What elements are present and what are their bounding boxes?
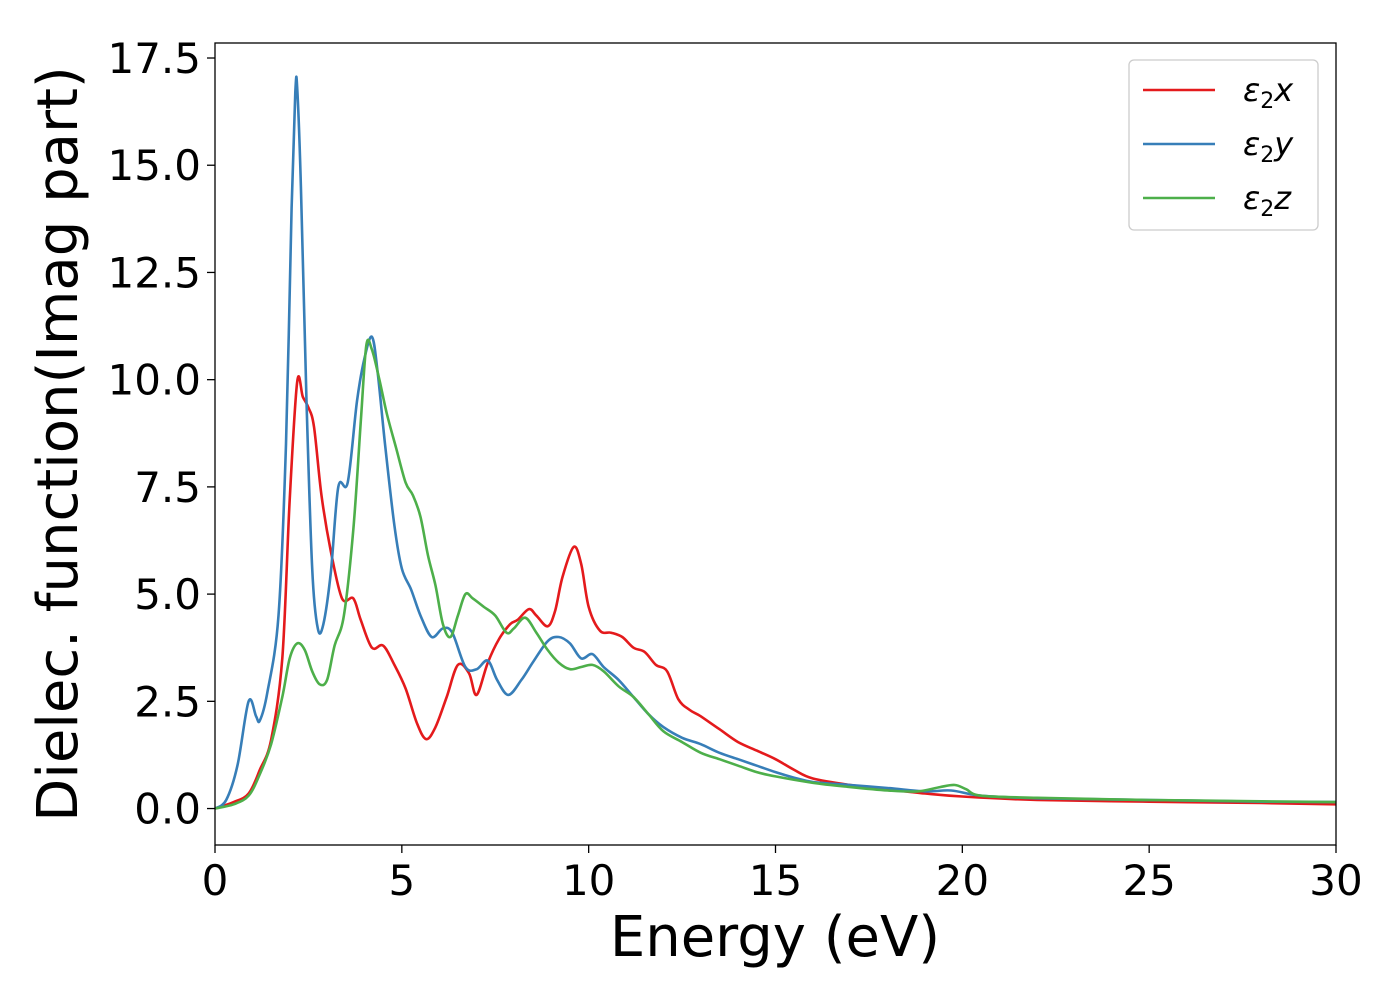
x-tick-label: 15 — [749, 856, 802, 905]
y-tick-label: 17.5 — [107, 34, 201, 83]
legend-label-y: ε2y — [1243, 125, 1294, 168]
x-tick-label: 25 — [1122, 856, 1175, 905]
x-axis-label: Energy (eV) — [610, 905, 940, 970]
series-layer — [214, 75, 1337, 810]
y-tick-label: 7.5 — [134, 463, 201, 512]
y-tick-label: 0.0 — [134, 785, 201, 834]
y-tick-label: 2.5 — [134, 677, 201, 726]
y-axis-label: Dielec. function(Imag part) — [26, 66, 91, 822]
y-tick-label: 12.5 — [107, 248, 201, 297]
x-tick-label: 0 — [202, 856, 229, 905]
legend-label-x: ε2x — [1243, 71, 1294, 114]
y-tick-label: 5.0 — [134, 570, 201, 619]
x-tick-label: 10 — [562, 856, 615, 905]
y-tick-label: 15.0 — [107, 141, 201, 190]
series-line-y — [214, 75, 1337, 810]
legend: ε2x ε2y ε2z — [1128, 59, 1319, 231]
y-tick-label: 10.0 — [107, 356, 201, 405]
x-axis: 0 5 10 15 20 25 30 — [202, 845, 1363, 905]
series-line-z — [214, 338, 1337, 810]
legend-frame — [1128, 59, 1319, 231]
x-tick-label: 5 — [388, 856, 415, 905]
y-axis: 0.0 2.5 5.0 7.5 10.0 12.5 15.0 17.5 — [107, 34, 215, 834]
series-line-x — [214, 375, 1337, 810]
legend-label-z: ε2z — [1243, 179, 1292, 222]
x-tick-label: 30 — [1309, 856, 1362, 905]
x-tick-label: 20 — [936, 856, 989, 905]
